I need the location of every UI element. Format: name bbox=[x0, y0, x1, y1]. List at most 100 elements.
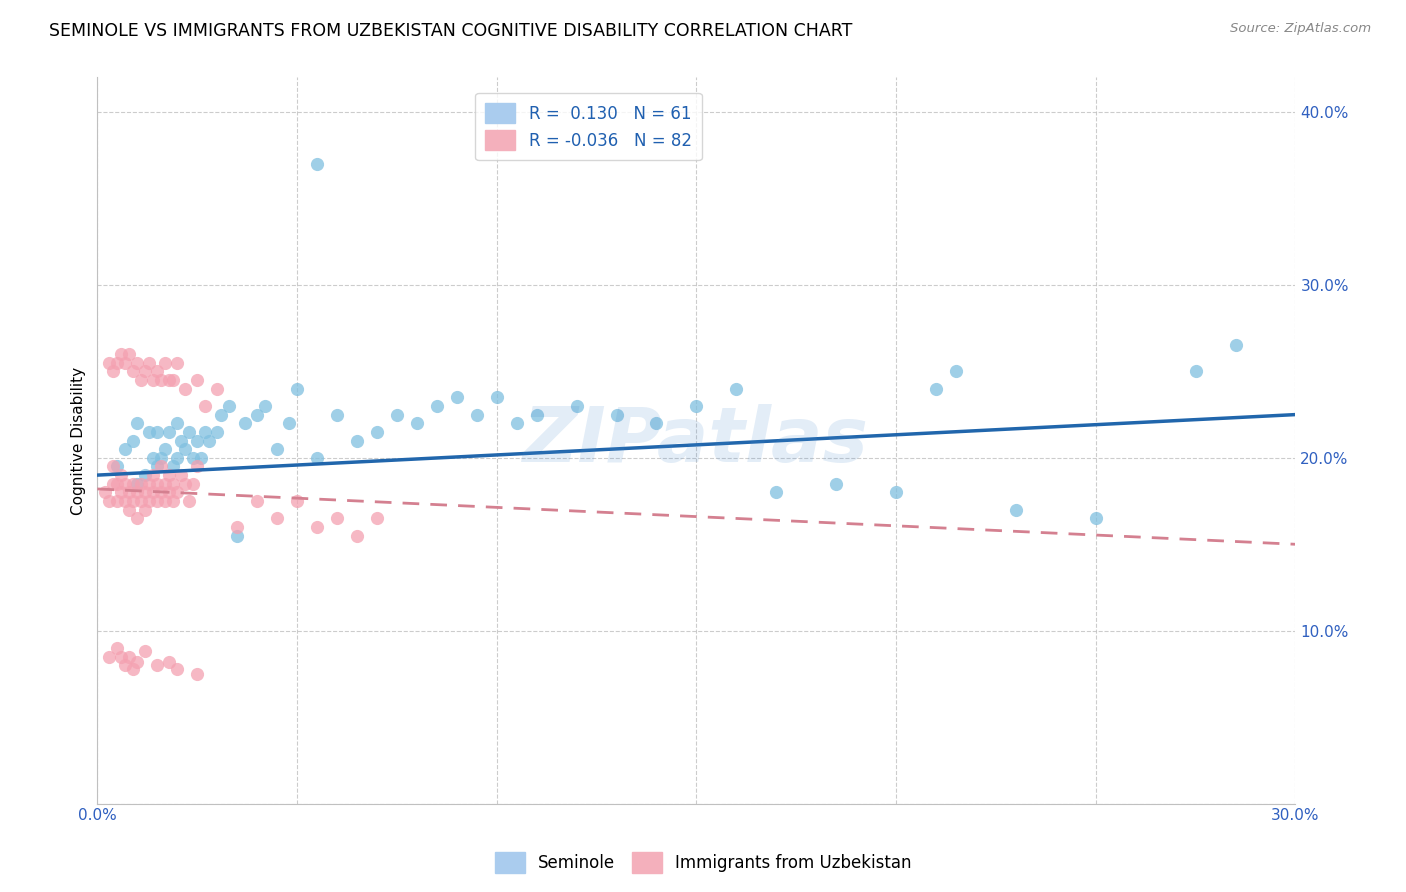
Point bbox=[146, 459, 169, 474]
Point bbox=[157, 485, 180, 500]
Point bbox=[179, 494, 201, 508]
Point bbox=[110, 468, 132, 483]
Point bbox=[346, 528, 368, 542]
Point bbox=[945, 364, 967, 378]
Point bbox=[118, 649, 141, 664]
Point bbox=[146, 494, 169, 508]
Point bbox=[134, 485, 156, 500]
Point bbox=[305, 520, 328, 534]
Text: SEMINOLE VS IMMIGRANTS FROM UZBEKISTAN COGNITIVE DISABILITY CORRELATION CHART: SEMINOLE VS IMMIGRANTS FROM UZBEKISTAN C… bbox=[49, 22, 852, 40]
Point bbox=[181, 450, 204, 465]
Point bbox=[1005, 502, 1028, 516]
Point bbox=[162, 373, 184, 387]
Point bbox=[226, 520, 249, 534]
Point bbox=[98, 649, 121, 664]
Point bbox=[138, 425, 160, 439]
Point bbox=[925, 382, 948, 396]
Point bbox=[725, 382, 748, 396]
Point bbox=[114, 356, 136, 370]
Point bbox=[162, 494, 184, 508]
Point bbox=[218, 399, 240, 413]
Point bbox=[103, 459, 125, 474]
Point bbox=[305, 157, 328, 171]
Point bbox=[405, 416, 427, 430]
Point bbox=[94, 485, 117, 500]
Point bbox=[285, 382, 308, 396]
Point bbox=[127, 416, 149, 430]
Point bbox=[645, 416, 668, 430]
Point bbox=[138, 356, 160, 370]
Point bbox=[179, 425, 201, 439]
Point bbox=[485, 390, 508, 404]
Point bbox=[565, 399, 588, 413]
Point bbox=[150, 450, 173, 465]
Point bbox=[157, 425, 180, 439]
Point bbox=[157, 655, 180, 669]
Point bbox=[366, 425, 388, 439]
Point bbox=[127, 356, 149, 370]
Point bbox=[103, 364, 125, 378]
Point bbox=[446, 390, 468, 404]
Point bbox=[181, 476, 204, 491]
Point bbox=[174, 382, 197, 396]
Point bbox=[685, 399, 707, 413]
Point bbox=[285, 494, 308, 508]
Point bbox=[146, 658, 169, 673]
Point bbox=[246, 408, 269, 422]
Point bbox=[205, 425, 228, 439]
Point bbox=[138, 476, 160, 491]
Point bbox=[194, 425, 217, 439]
Point bbox=[194, 399, 217, 413]
Point bbox=[155, 356, 177, 370]
Point bbox=[105, 640, 128, 655]
Point bbox=[186, 373, 208, 387]
Point bbox=[166, 416, 188, 430]
Point bbox=[1184, 364, 1206, 378]
Point bbox=[150, 459, 173, 474]
Point bbox=[138, 494, 160, 508]
Point bbox=[190, 450, 212, 465]
Legend: R =  0.130   N = 61, R = -0.036   N = 82: R = 0.130 N = 61, R = -0.036 N = 82 bbox=[475, 93, 702, 161]
Point bbox=[209, 408, 232, 422]
Point bbox=[186, 459, 208, 474]
Point bbox=[98, 494, 121, 508]
Point bbox=[825, 476, 848, 491]
Point bbox=[226, 528, 249, 542]
Point bbox=[98, 356, 121, 370]
Point bbox=[105, 476, 128, 491]
Point bbox=[114, 494, 136, 508]
Point bbox=[110, 485, 132, 500]
Point bbox=[105, 459, 128, 474]
Point bbox=[174, 442, 197, 457]
Point bbox=[134, 468, 156, 483]
Point bbox=[110, 347, 132, 361]
Text: Source: ZipAtlas.com: Source: ZipAtlas.com bbox=[1230, 22, 1371, 36]
Legend: Seminole, Immigrants from Uzbekistan: Seminole, Immigrants from Uzbekistan bbox=[488, 846, 918, 880]
Point bbox=[150, 373, 173, 387]
Point bbox=[127, 485, 149, 500]
Point bbox=[166, 662, 188, 676]
Point bbox=[278, 416, 301, 430]
Point bbox=[146, 364, 169, 378]
Point bbox=[155, 476, 177, 491]
Point bbox=[326, 511, 349, 525]
Point bbox=[205, 382, 228, 396]
Point bbox=[465, 408, 488, 422]
Point bbox=[1225, 338, 1247, 352]
Point bbox=[134, 502, 156, 516]
Point bbox=[426, 399, 449, 413]
Y-axis label: Cognitive Disability: Cognitive Disability bbox=[72, 367, 86, 515]
Point bbox=[366, 511, 388, 525]
Point bbox=[170, 468, 193, 483]
Point bbox=[505, 416, 527, 430]
Point bbox=[114, 476, 136, 491]
Point bbox=[166, 450, 188, 465]
Point bbox=[157, 468, 180, 483]
Point bbox=[103, 476, 125, 491]
Point bbox=[122, 364, 145, 378]
Point bbox=[155, 494, 177, 508]
Point bbox=[266, 442, 288, 457]
Point bbox=[765, 485, 787, 500]
Point bbox=[118, 485, 141, 500]
Point bbox=[134, 644, 156, 658]
